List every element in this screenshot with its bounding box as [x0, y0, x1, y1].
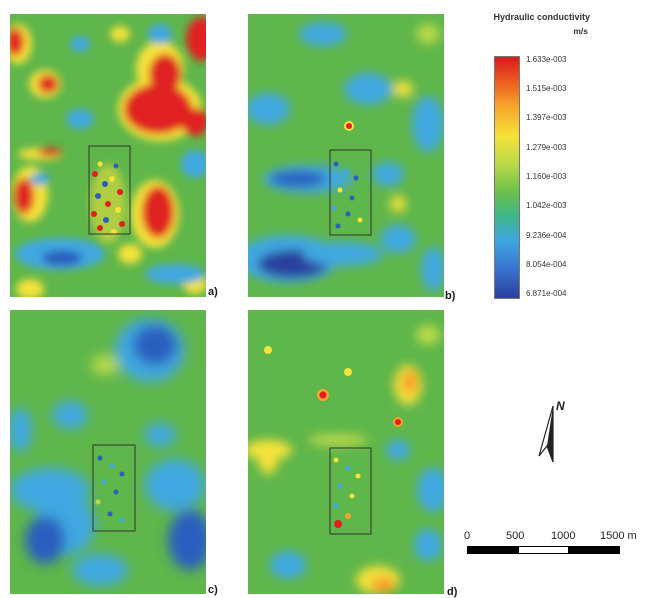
legend-label: 9.236e-004: [526, 231, 567, 240]
map-panel-d: [248, 310, 444, 594]
panel-label-c: c): [208, 584, 218, 596]
panel-label-b: b): [445, 290, 456, 302]
map-panel-a: [10, 14, 206, 297]
panel-label-d: d): [447, 586, 458, 598]
scale-bar-segment: [518, 546, 569, 554]
legend-unit: m/s: [573, 26, 588, 36]
legend-label: 8.054e-004: [526, 260, 567, 269]
scale-bar-segment: [467, 546, 519, 554]
scale-tick-label: 1500 m: [600, 530, 637, 542]
sample-points-a: [91, 161, 125, 235]
panel-label-a: a): [208, 286, 218, 298]
legend-label: 1.633e-003: [526, 55, 567, 64]
scale-tick-label: 0: [464, 530, 471, 542]
conductivity-field-c: [10, 310, 206, 594]
legend-label: 1.397e-003: [526, 113, 567, 122]
scale-tick-label: 1000: [551, 530, 576, 542]
scale-tick-label: 500: [506, 530, 525, 542]
conductivity-field-d: [248, 310, 444, 594]
color-ramp: [494, 56, 520, 299]
map-panel-b: [248, 14, 444, 297]
sample-points-d: [333, 457, 361, 528]
legend-title: Hydraulic conductivity: [493, 12, 590, 22]
map-panel-c: [10, 310, 206, 594]
conductivity-field-a: [10, 14, 206, 297]
north-label: N: [556, 399, 565, 413]
north-arrow-icon: [538, 405, 554, 463]
sample-points-b: [331, 161, 363, 229]
legend-label: 1.515e-003: [526, 84, 567, 93]
scale-bar-segment: [568, 546, 620, 554]
conductivity-field-b: [248, 14, 444, 297]
legend-label: 1.042e-003: [526, 201, 567, 210]
sample-points-c: [95, 455, 125, 523]
legend-label: 1.160e-003: [526, 172, 567, 181]
legend-label: 6.871e-004: [526, 289, 567, 298]
legend-label: 1.279e-003: [526, 143, 567, 152]
